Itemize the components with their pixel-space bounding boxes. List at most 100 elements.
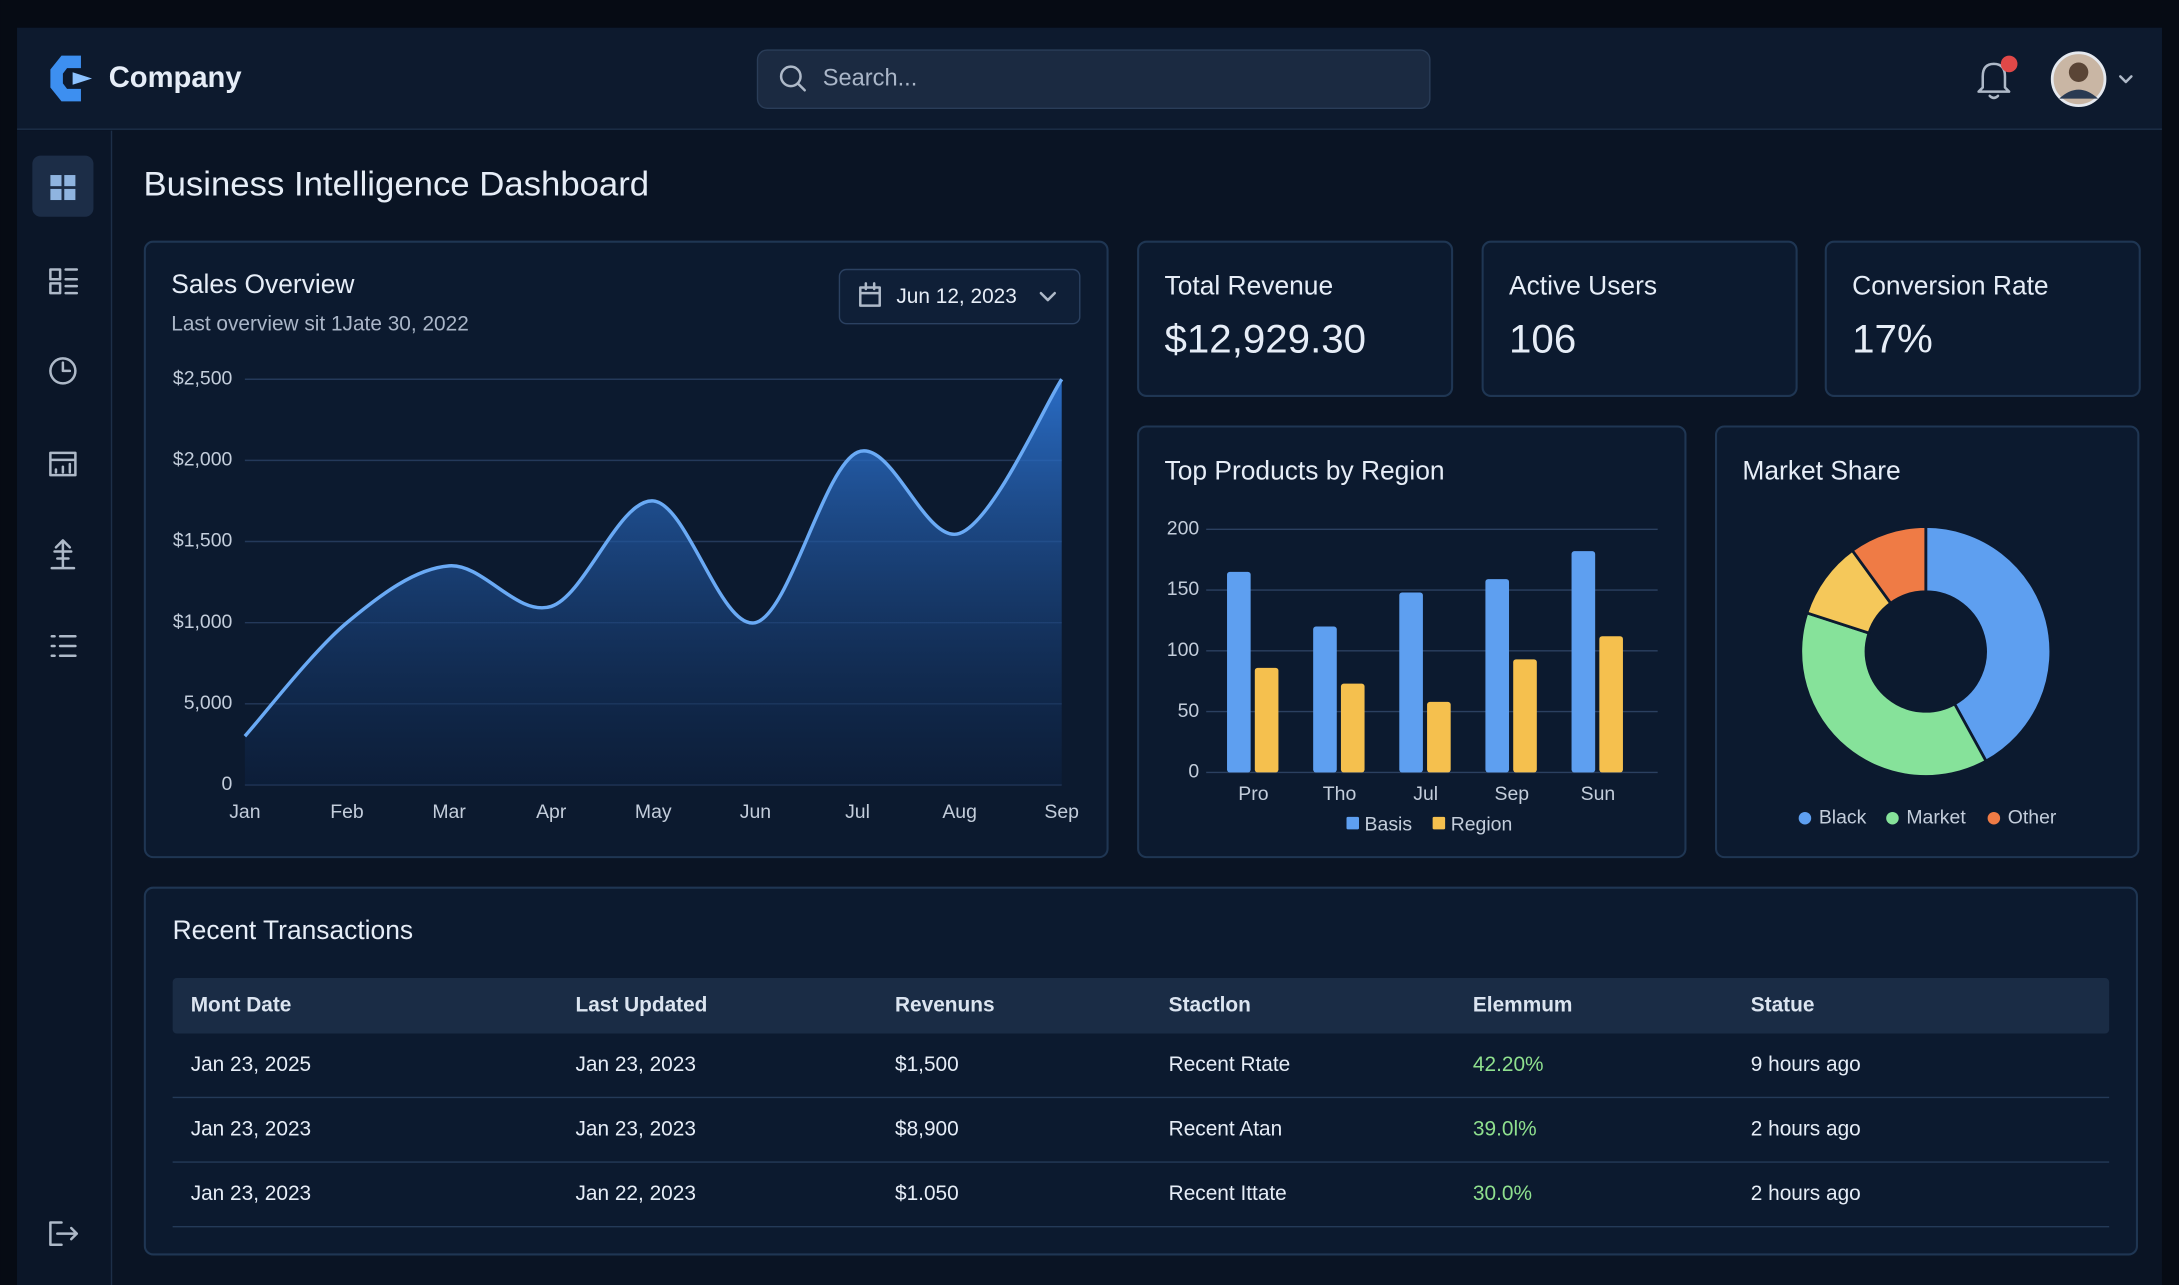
sales-line <box>243 378 1064 738</box>
bar <box>1340 683 1365 773</box>
y-tick-label: $2,500 <box>173 367 233 389</box>
x-tick-label: Sep <box>1044 801 1079 823</box>
y-tick-label: 200 <box>1167 517 1200 539</box>
x-tick-label: Feb <box>330 801 364 823</box>
bar <box>1571 551 1596 773</box>
column-header: Mont Date <box>191 993 292 1016</box>
kpi-card <box>1137 240 1454 397</box>
column-header: Stactlon <box>1169 993 1251 1016</box>
x-tick-label: Aug <box>942 801 977 823</box>
nav-analytics-icon[interactable] <box>49 357 77 385</box>
table-title: Recent Transactions <box>173 915 413 945</box>
y-tick-label: 0 <box>1188 761 1199 783</box>
table-cell: Recent Ittate <box>1169 1182 1287 1205</box>
table-cell: Jan 23, 2023 <box>191 1182 311 1205</box>
legend-marker <box>1987 811 2001 825</box>
brand: Company <box>109 62 243 94</box>
kpi-label: Active Users <box>1509 271 1657 301</box>
table-cell: Jan 23, 2023 <box>576 1118 696 1141</box>
avatar-head <box>2068 62 2089 82</box>
legend-marker <box>1798 811 1812 825</box>
chart-title: Top Products by Region <box>1165 455 1445 485</box>
date-filter[interactable] <box>838 268 1081 325</box>
sidebar <box>17 130 112 1285</box>
table-cell: Jan 22, 2023 <box>576 1182 696 1205</box>
kpi-card <box>1824 240 2141 397</box>
nav-dashboard-icon <box>50 188 62 201</box>
bar <box>1313 626 1337 773</box>
search-box[interactable] <box>756 49 1431 110</box>
y-tick-label: 5,000 <box>184 692 233 714</box>
table-cell: 2 hours ago <box>1751 1118 1861 1141</box>
notification-badge <box>2000 55 2018 73</box>
date-filter-label: Jun 12, 2023 <box>896 285 1016 308</box>
column-header: Elemmum <box>1473 993 1573 1016</box>
x-tick-label: Apr <box>536 801 567 823</box>
legend-label: Market <box>1906 806 1966 828</box>
legend-label: Black <box>1819 806 1867 828</box>
chart-card <box>1714 425 2140 859</box>
bar <box>1485 579 1510 773</box>
nav-calendar-icon[interactable] <box>49 451 77 477</box>
date-filter-chevron <box>1039 291 1057 302</box>
table-cell: Recent Rtate <box>1169 1053 1291 1076</box>
search-icon <box>779 65 802 88</box>
table-cell: 30.0% <box>1473 1182 1532 1205</box>
x-tick-label: Tho <box>1323 783 1357 805</box>
kpi-value: 17% <box>1852 316 1933 361</box>
search-placeholder: Search... <box>823 65 917 91</box>
donut-segment <box>1924 525 2053 763</box>
account-chevron[interactable] <box>2119 75 2133 84</box>
kpi-card <box>1481 240 1798 397</box>
x-tick-label: Sep <box>1495 783 1530 805</box>
x-tick-label: Jul <box>1413 783 1438 805</box>
nav-dashboard-icon <box>64 175 76 187</box>
legend-label: Other <box>2008 806 2057 828</box>
legend-marker <box>1432 816 1446 830</box>
bar <box>1254 667 1279 773</box>
table-cell: 9 hours ago <box>1751 1053 1861 1076</box>
y-tick-label: $2,000 <box>173 449 233 471</box>
chart-subtitle: Last overview sit 1Jate 30, 2022 <box>171 313 469 336</box>
search-icon-handle <box>796 82 806 92</box>
x-tick-label: Sun <box>1581 783 1616 805</box>
kpi-label: Conversion Rate <box>1852 271 2048 301</box>
column-header: Statue <box>1751 993 1815 1016</box>
nav-dashboard-icon <box>64 188 76 201</box>
x-tick-label: Jul <box>845 801 870 823</box>
nav-network-icon[interactable] <box>50 539 76 570</box>
legend-marker <box>1886 811 1899 825</box>
table-cell: 39.0l% <box>1473 1118 1537 1141</box>
calendar-icon <box>859 282 881 307</box>
nav-dashboard-icon <box>50 175 62 187</box>
donut-segment <box>1799 611 1988 778</box>
bar <box>1513 659 1537 773</box>
table-cell: $1.050 <box>895 1182 959 1205</box>
page-title: Business Intelligence Dashboard <box>143 165 649 203</box>
nav-logout-icon[interactable] <box>49 1221 79 1246</box>
x-tick-label: Mar <box>432 801 466 823</box>
nav-reports-icon[interactable] <box>49 268 79 295</box>
nav-list-icon[interactable] <box>50 634 77 657</box>
x-tick-label: Pro <box>1238 783 1268 805</box>
table-cell: 2 hours ago <box>1751 1182 1861 1205</box>
legend-marker <box>1346 816 1360 830</box>
kpi-value: $12,929.30 <box>1165 316 1367 361</box>
table-cell: $8,900 <box>895 1118 959 1141</box>
donut-segment <box>1850 525 1928 606</box>
kpi-value: 106 <box>1509 316 1576 361</box>
y-tick-label: 50 <box>1178 700 1200 722</box>
table-header <box>172 977 2110 1034</box>
column-header: Last Updated <box>576 993 708 1016</box>
bar <box>1227 571 1251 773</box>
avatar-body <box>2059 89 2099 99</box>
column-header: Revenuns <box>895 993 995 1016</box>
nav-active[interactable] <box>32 155 94 217</box>
table-cell: $1,500 <box>895 1053 959 1076</box>
bar <box>1399 592 1423 773</box>
x-tick-label: Jun <box>740 801 771 823</box>
y-tick-label: $1,000 <box>173 611 233 633</box>
notification-bell[interactable] <box>1977 62 2011 100</box>
chart-title: Sales Overview <box>171 269 355 299</box>
